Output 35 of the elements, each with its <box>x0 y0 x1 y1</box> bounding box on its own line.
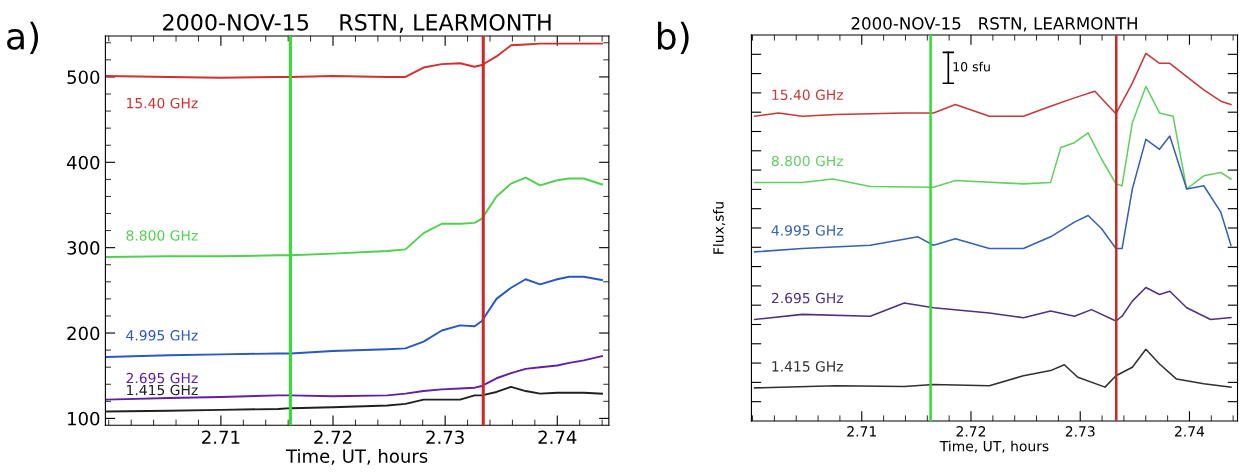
series-label: 4.995 GHz <box>126 330 198 341</box>
series-label: 2.695 GHz <box>126 372 198 384</box>
line-series <box>106 355 603 401</box>
series-label: 8.800 GHz <box>771 155 843 167</box>
x-tick-label: 2.73 <box>426 430 464 445</box>
line-series <box>106 275 603 358</box>
y-tick-label: 500 <box>67 70 100 85</box>
series-label: 1.415 GHz <box>127 384 198 396</box>
x-tick-label: 2.71 <box>202 430 240 444</box>
x-tick-label: 2.72 <box>314 430 352 444</box>
text: a) <box>7 21 39 55</box>
x-tick-label: 2.73 <box>1065 426 1095 437</box>
text: b) <box>658 21 689 55</box>
series-label: 2.695 GHz <box>771 292 843 304</box>
y-tick-label: 300 <box>67 241 100 255</box>
y-tick-label: 400 <box>66 155 100 170</box>
x-tick-label: 2.72 <box>956 426 986 437</box>
line-series <box>106 385 603 413</box>
annotation: 10 sfu <box>953 61 990 72</box>
x-tick-label: 2.71 <box>847 426 876 437</box>
series-label: 4.995 GHz <box>771 225 843 236</box>
y-tick-label: 200 <box>67 326 100 341</box>
series-label: 15.40 GHz <box>127 97 198 109</box>
y-axis-title: Flux,sfu <box>713 202 726 254</box>
chart-title: 2000-NOV-15 RSTN, LEARMONTH <box>851 17 1137 32</box>
x-tick-label: 2.74 <box>538 430 577 444</box>
y-tick-label: 100 <box>68 411 100 426</box>
series-label: 15.40 GHz <box>772 89 843 101</box>
line-series <box>106 176 603 259</box>
chart-title: 2000-NOV-15 RSTN, LEARMONTH <box>163 13 551 33</box>
series-label: 8.800 GHz <box>126 230 198 241</box>
x-axis-title: Time, UT, hours <box>939 440 1049 453</box>
x-axis-title: Time, UT, hours <box>286 448 428 465</box>
series-label: 1.415 GHz <box>772 361 843 372</box>
x-tick-label: 2.74 <box>1175 426 1205 437</box>
